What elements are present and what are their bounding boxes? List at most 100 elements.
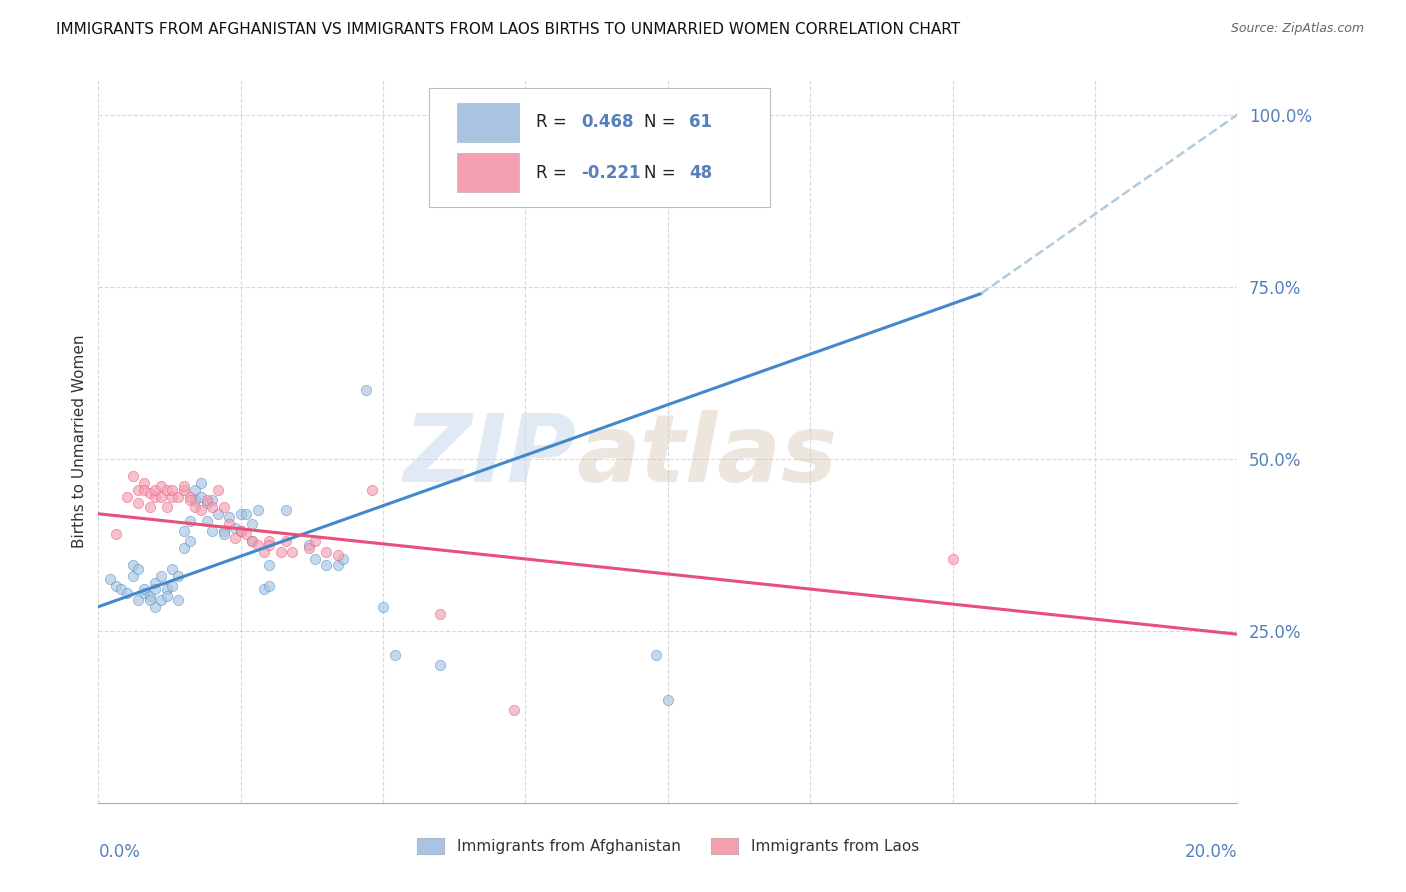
Point	[138, 590, 160, 604]
Point	[145, 483, 167, 497]
Point	[179, 493, 201, 508]
Point	[503, 703, 526, 717]
Point	[156, 582, 179, 597]
Text: 20.0%: 20.0%	[1185, 843, 1237, 861]
Point	[184, 500, 207, 514]
Point	[110, 582, 132, 597]
Point	[162, 562, 184, 576]
Point	[270, 544, 292, 558]
Point	[184, 483, 207, 497]
Point	[276, 503, 298, 517]
Point	[150, 490, 173, 504]
Point	[127, 562, 149, 576]
Point	[360, 483, 382, 497]
Text: R =: R =	[536, 164, 572, 182]
Point	[259, 538, 281, 552]
Point	[201, 493, 224, 508]
Point	[281, 544, 304, 558]
Point	[190, 490, 212, 504]
Point	[179, 490, 201, 504]
Text: 0.468: 0.468	[581, 113, 634, 131]
Point	[145, 599, 167, 614]
Point	[104, 527, 127, 541]
Point	[162, 483, 184, 497]
Point	[315, 544, 337, 558]
Point	[212, 524, 235, 538]
Point	[259, 558, 281, 573]
Point	[167, 568, 190, 582]
Point	[173, 541, 195, 556]
Point	[150, 568, 173, 582]
Point	[127, 496, 149, 510]
Point	[104, 579, 127, 593]
Point	[240, 534, 263, 549]
Point	[145, 575, 167, 590]
Point	[229, 524, 252, 538]
Point	[167, 592, 190, 607]
Y-axis label: Births to Unmarried Women: Births to Unmarried Women	[72, 334, 87, 549]
Point	[315, 558, 337, 573]
Point	[657, 692, 679, 706]
Point	[326, 548, 349, 562]
FancyBboxPatch shape	[429, 87, 770, 207]
Point	[276, 534, 298, 549]
Point	[224, 520, 246, 534]
Text: N =: N =	[644, 113, 681, 131]
Point	[212, 500, 235, 514]
Point	[98, 572, 121, 586]
Text: ZIP: ZIP	[404, 410, 576, 502]
Point	[246, 503, 269, 517]
Point	[207, 483, 229, 497]
Point	[150, 592, 173, 607]
Point	[173, 524, 195, 538]
Point	[167, 490, 190, 504]
Point	[252, 582, 274, 597]
Point	[645, 648, 668, 662]
Point	[326, 558, 349, 573]
Point	[195, 514, 218, 528]
Point	[304, 551, 326, 566]
Point	[240, 517, 263, 532]
Point	[332, 551, 354, 566]
Point	[235, 527, 257, 541]
Point	[246, 538, 269, 552]
Legend: Immigrants from Afghanistan, Immigrants from Laos: Immigrants from Afghanistan, Immigrants …	[411, 832, 925, 860]
Point	[201, 524, 224, 538]
Point	[132, 475, 155, 490]
Point	[354, 383, 377, 397]
Point	[173, 479, 195, 493]
Point	[173, 483, 195, 497]
Point	[207, 507, 229, 521]
Point	[195, 493, 218, 508]
Point	[179, 514, 201, 528]
Point	[190, 503, 212, 517]
Point	[218, 517, 240, 532]
Text: 61: 61	[689, 113, 713, 131]
Point	[138, 500, 160, 514]
FancyBboxPatch shape	[457, 103, 519, 142]
Point	[179, 534, 201, 549]
Point	[156, 590, 179, 604]
Point	[942, 551, 965, 566]
Point	[429, 607, 451, 621]
Point	[212, 527, 235, 541]
Text: -0.221: -0.221	[581, 164, 641, 182]
Text: IMMIGRANTS FROM AFGHANISTAN VS IMMIGRANTS FROM LAOS BIRTHS TO UNMARRIED WOMEN CO: IMMIGRANTS FROM AFGHANISTAN VS IMMIGRANT…	[56, 22, 960, 37]
Point	[121, 469, 143, 483]
Point	[145, 582, 167, 597]
Point	[115, 586, 138, 600]
Text: Source: ZipAtlas.com: Source: ZipAtlas.com	[1230, 22, 1364, 36]
Point	[132, 483, 155, 497]
Point	[240, 534, 263, 549]
Text: atlas: atlas	[576, 410, 838, 502]
Point	[127, 483, 149, 497]
Point	[201, 500, 224, 514]
Point	[373, 599, 395, 614]
Point	[121, 558, 143, 573]
Text: 48: 48	[689, 164, 713, 182]
Point	[162, 579, 184, 593]
Point	[156, 483, 179, 497]
Point	[121, 568, 143, 582]
Point	[259, 534, 281, 549]
Point	[127, 592, 149, 607]
